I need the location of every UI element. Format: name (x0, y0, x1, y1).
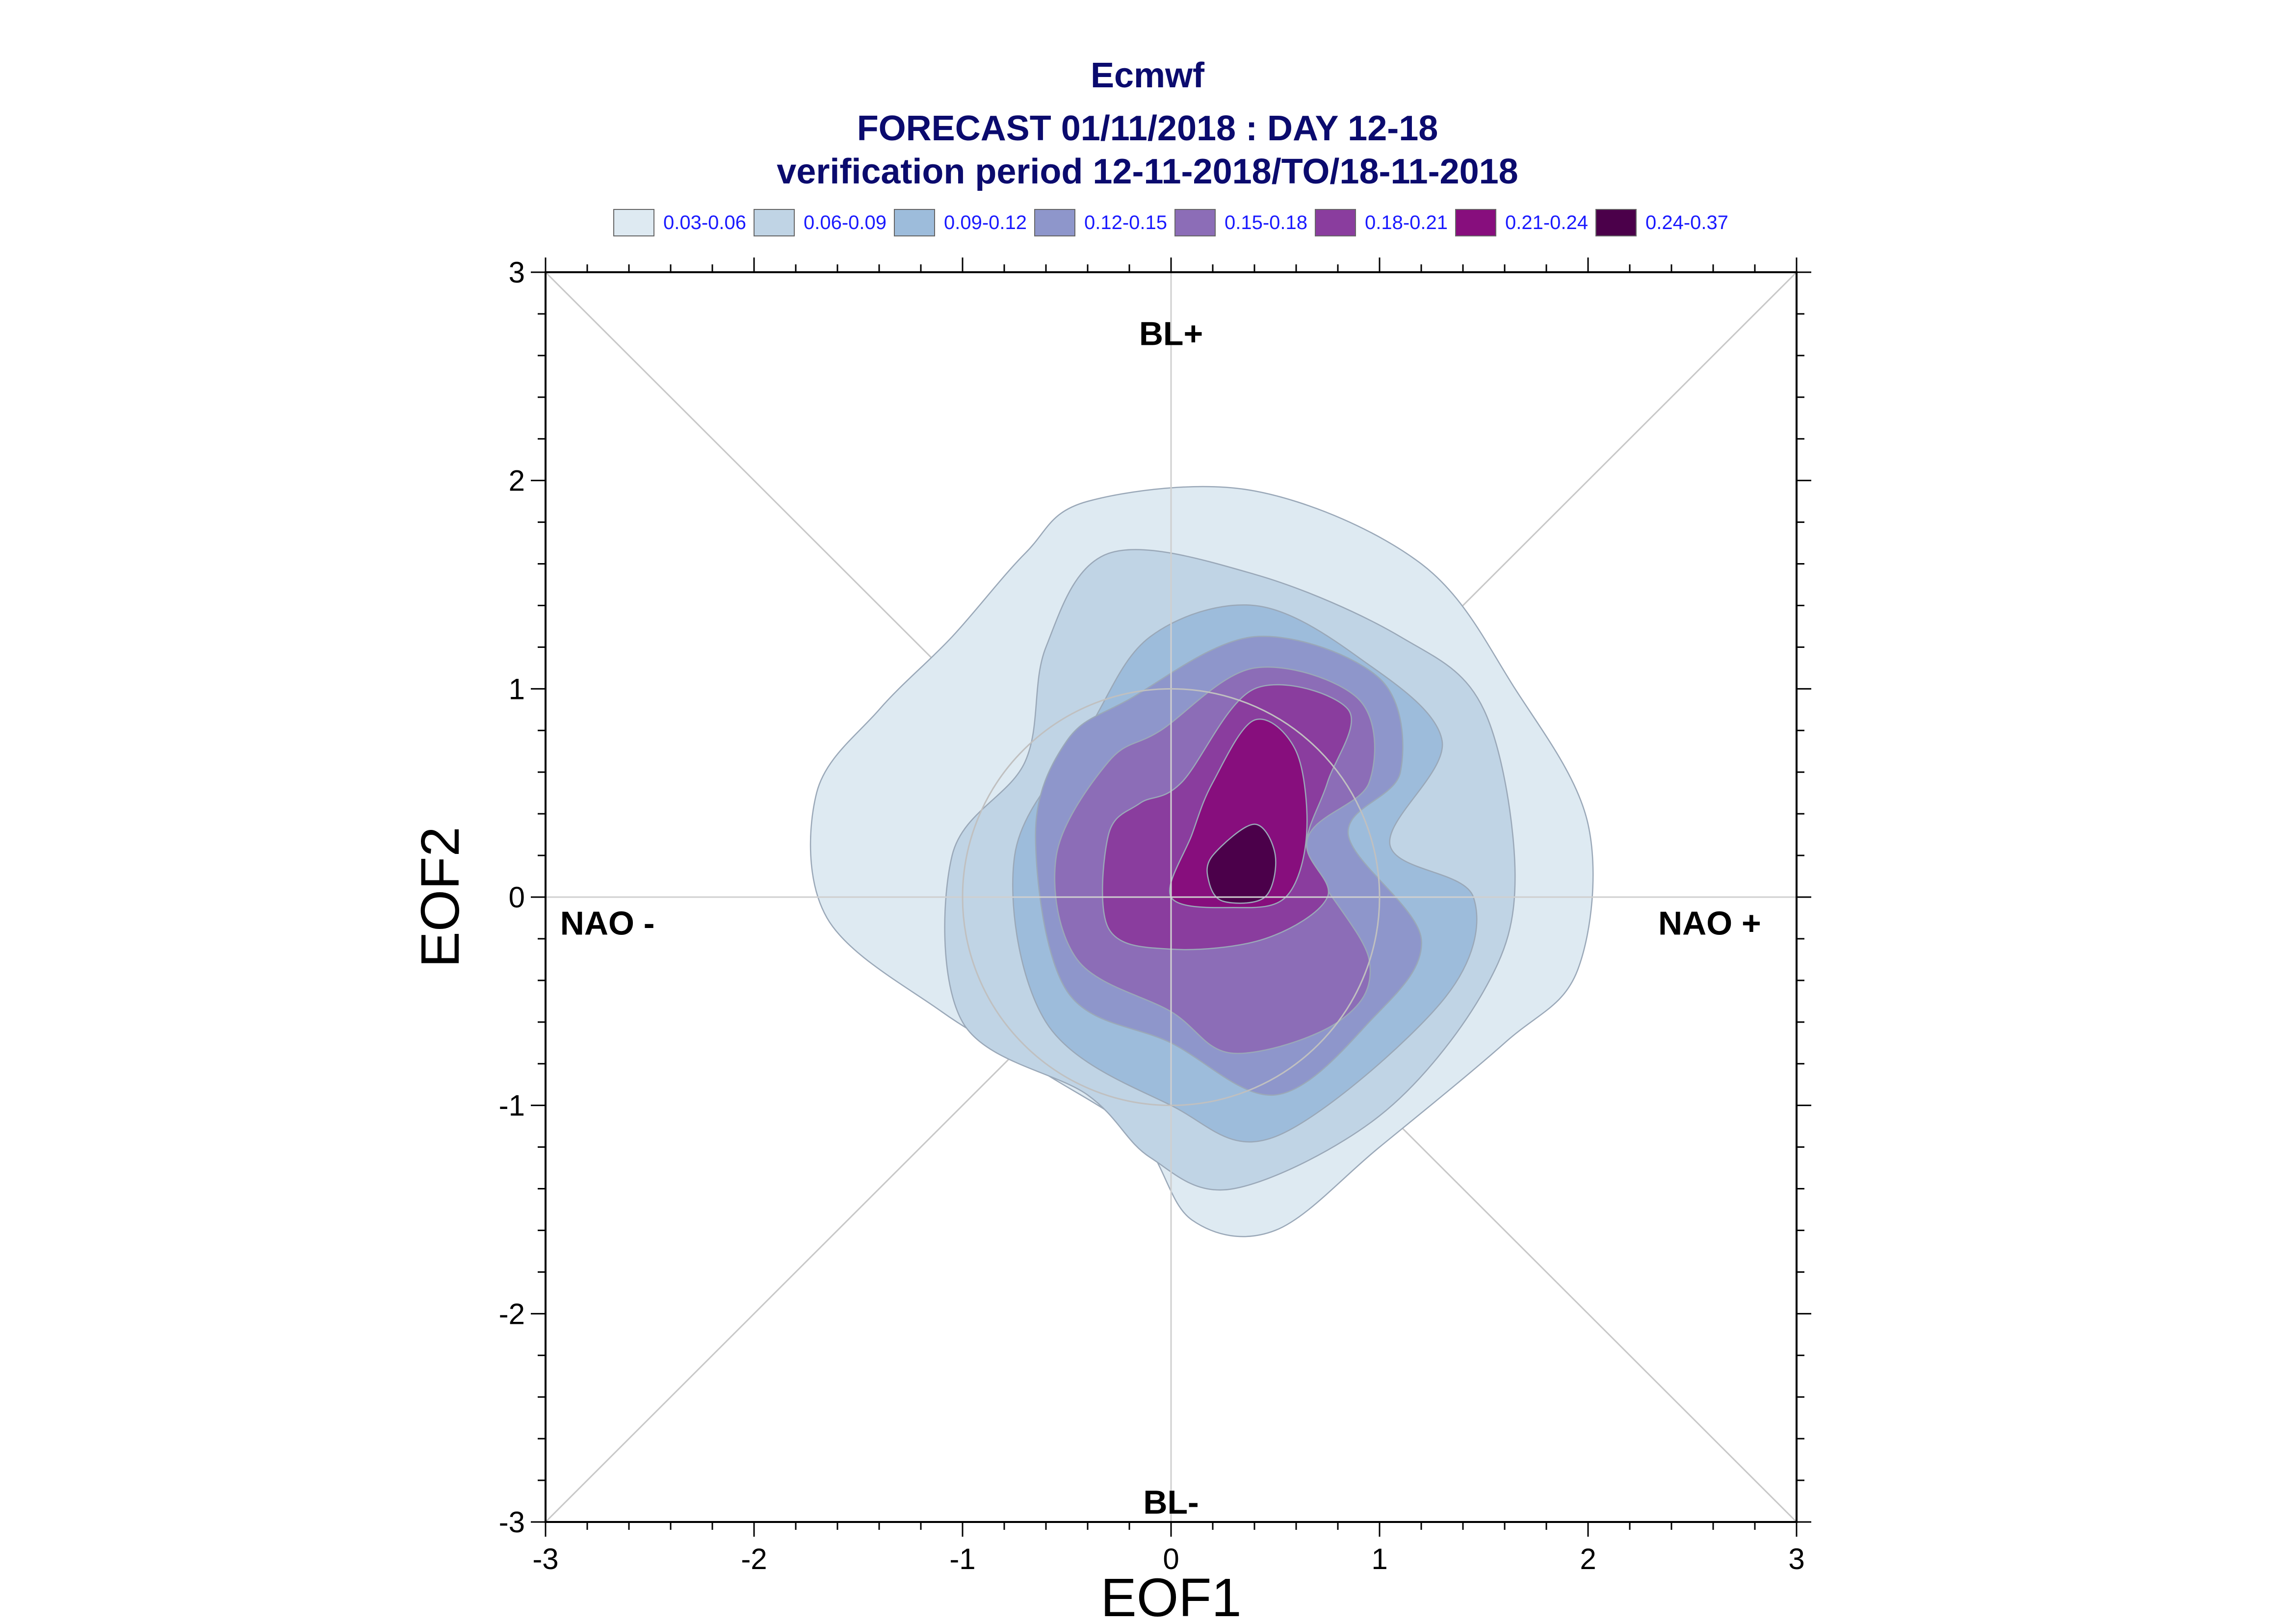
x-tick-label: 1 (1371, 1543, 1387, 1575)
legend-swatch (894, 209, 935, 236)
x-axis-label: EOF1 (1100, 1568, 1241, 1624)
y-axis-label: EOF2 (410, 826, 470, 967)
y-tick-label: -3 (499, 1506, 525, 1539)
x-tick-label: 2 (1580, 1543, 1596, 1575)
regime-label-top: BL+ (1139, 315, 1203, 353)
legend-swatch (754, 209, 795, 236)
regime-label-right: NAO + (1658, 904, 1761, 942)
x-tick-label: -2 (741, 1543, 767, 1575)
y-tick-label: -1 (499, 1089, 525, 1122)
legend-swatch (1595, 209, 1637, 236)
legend-swatch (1034, 209, 1075, 236)
y-tick-label: 1 (509, 672, 525, 705)
contour-region (1206, 824, 1277, 904)
regime-label-left: NAO - (560, 904, 655, 942)
legend-swatch (613, 209, 654, 236)
chart-title: Ecmwf (1090, 56, 1205, 95)
legend-swatch (1315, 209, 1356, 236)
legend-swatch (1174, 209, 1216, 236)
y-tick-label: -2 (499, 1297, 525, 1330)
x-tick-label: -3 (532, 1543, 558, 1575)
x-tick-label: 0 (1163, 1543, 1179, 1575)
reference-circle (962, 688, 1381, 1107)
legend-label: 0.18-0.21 (1365, 213, 1448, 232)
x-tick-label: 3 (1788, 1543, 1804, 1575)
y-tick-label: 2 (509, 464, 525, 497)
legend-swatch (1455, 209, 1496, 236)
chart-subtitle-2: verification period 12-11-2018/TO/18-11-… (777, 152, 1518, 191)
y-tick-label: 0 (509, 881, 525, 914)
legend-label: 0.12-0.15 (1084, 213, 1168, 232)
legend-label: 0.21-0.24 (1505, 213, 1589, 232)
legend-label: 0.09-0.12 (944, 213, 1027, 232)
legend-label: 0.15-0.18 (1225, 213, 1308, 232)
chart-subtitle: FORECAST 01/11/2018 : DAY 12-18 (857, 109, 1438, 148)
x-tick-label: -1 (949, 1543, 975, 1575)
legend-label: 0.03-0.06 (663, 213, 747, 232)
legend-label: 0.06-0.09 (804, 213, 887, 232)
legend-label: 0.24-0.37 (1645, 213, 1729, 232)
y-tick-label: 3 (509, 256, 525, 289)
regime-label-bottom: BL- (1143, 1484, 1199, 1521)
